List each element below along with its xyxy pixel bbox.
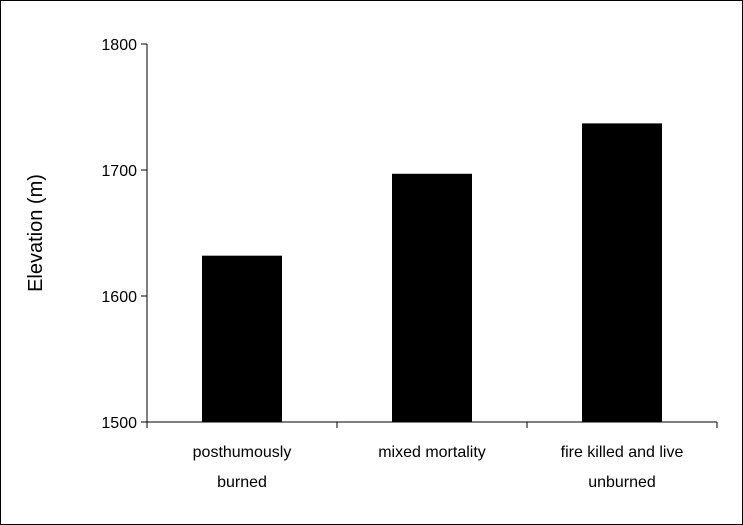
y-tick-label: 1600 [101,289,137,306]
x-category-label: burned [217,474,267,491]
bar [202,255,282,422]
bars [202,123,662,422]
y-axis-title: Elevation (m) [25,174,47,292]
bar [392,173,472,422]
y-axis: 1500 1600 1700 1800 [101,37,148,432]
x-category-label: unburned [588,474,656,491]
y-tick-label: 1500 [101,415,137,432]
x-category-label: fire killed and live [561,444,684,461]
y-tick-label: 1700 [101,163,137,180]
x-category-label: posthumously [193,444,292,461]
x-category-label: mixed mortality [378,444,486,461]
bar [582,123,662,422]
x-axis: posthumously burned mixed mortality fire ki… [146,421,718,491]
y-tick-label: 1800 [101,37,137,54]
